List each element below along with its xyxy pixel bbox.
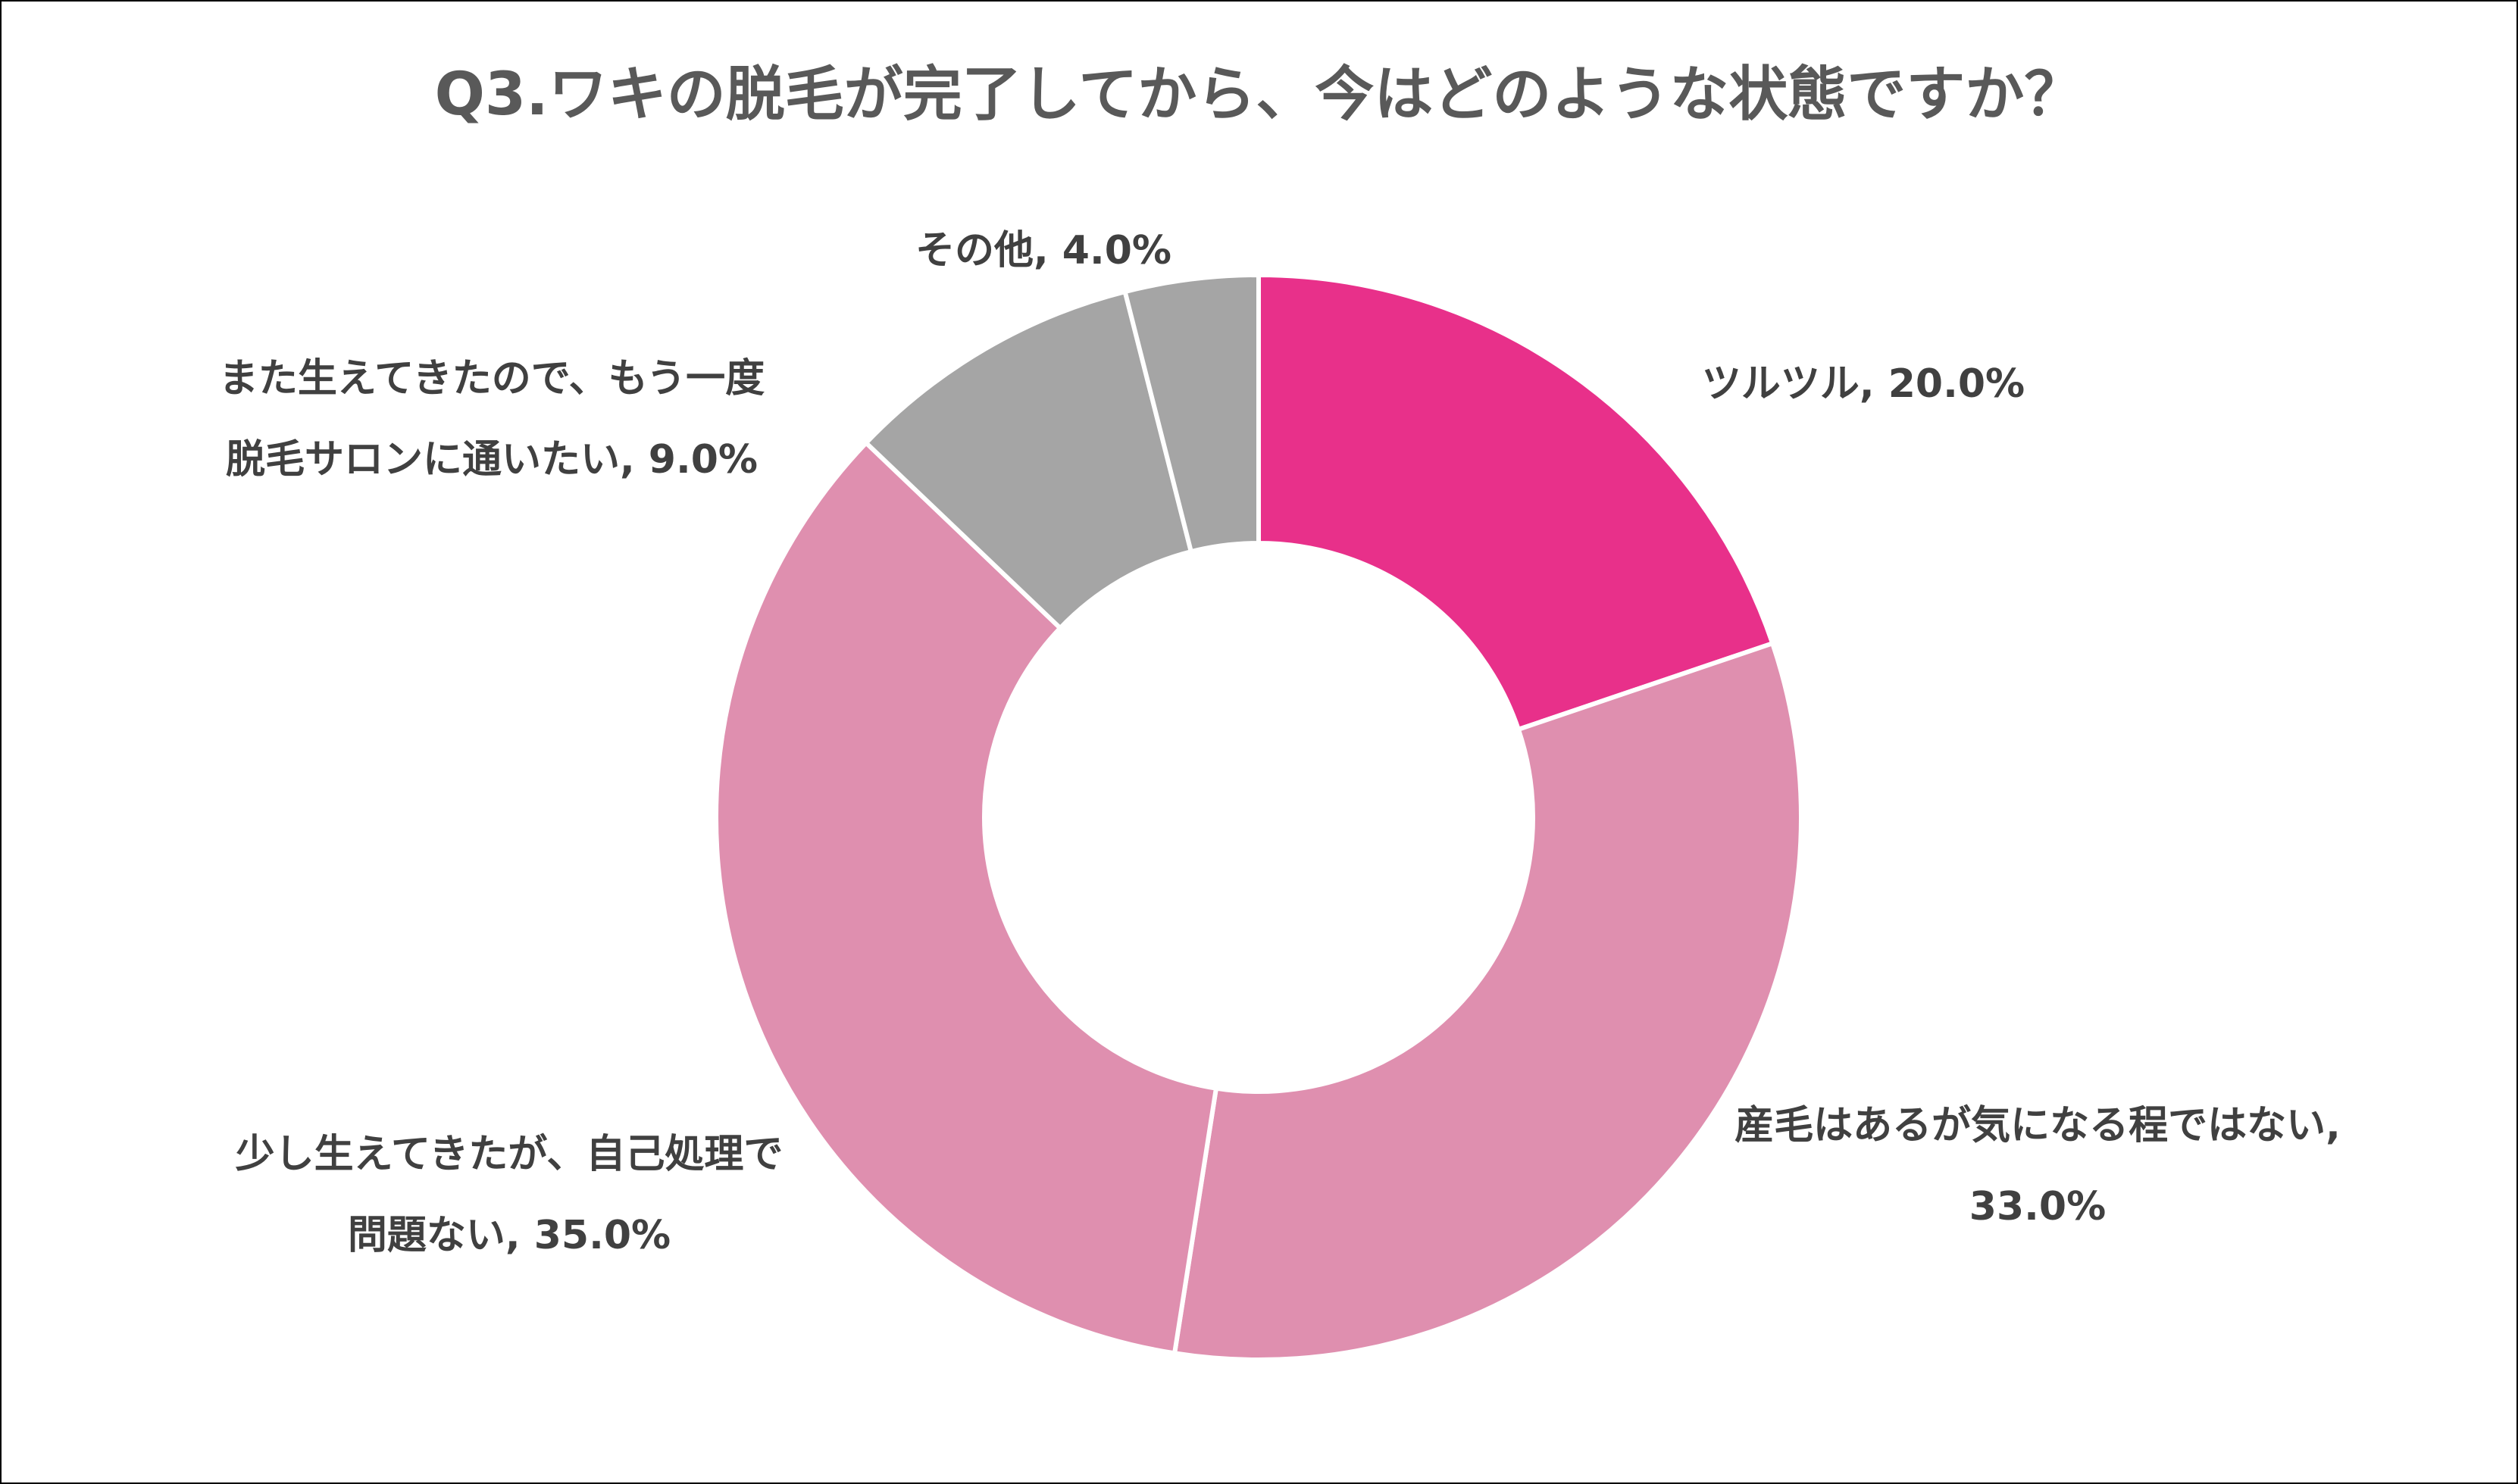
data-label-3-line-2: 問題ない, 35.0% — [348, 1213, 671, 1258]
data-label-2: 産毛はあるが気になる程ではない, 33.0% — [1734, 1103, 2341, 1229]
data-label-2-line-2: 33.0% — [1969, 1184, 2106, 1229]
donut-slices — [714, 273, 1803, 1363]
data-label-4: また生えてきたので、もう一度脱毛サロンに通いたい, 9.0% — [219, 356, 765, 483]
data-label-1: ツルツル, 20.0% — [1702, 361, 2025, 407]
chart-title: Q3.ワキの脱毛が完了してから、今はどのような状態ですか？ — [434, 61, 2084, 129]
data-label-3-line-1: 少し生えてきたが、自己処理で — [236, 1132, 784, 1177]
data-label-4-line-1: また生えてきたので、もう一度 — [219, 356, 765, 401]
data-label-3: 少し生えてきたが、自己処理で問題ない, 35.0% — [236, 1132, 784, 1258]
donut-slice-4 — [864, 289, 1193, 631]
donut-slice-2 — [1172, 641, 1803, 1363]
data-label-1-line-1: ツルツル, 20.0% — [1702, 361, 2025, 407]
data-label-5: その他, 4.0% — [915, 228, 1171, 273]
data-label-5-line-1: その他, 4.0% — [915, 228, 1171, 273]
donut-slice-5 — [1122, 273, 1261, 555]
donut-slice-3 — [714, 440, 1218, 1356]
data-label-4-line-2: 脱毛サロンに通いたい, 9.0% — [226, 437, 758, 483]
data-labels: ツルツル, 20.0% 産毛はあるが気になる程ではない, 33.0% 少し生えてきたが… — [219, 228, 2341, 1258]
data-label-2-line-1: 産毛はあるが気になる程ではない, — [1734, 1103, 2341, 1148]
donut-slice-1 — [1256, 273, 1775, 732]
